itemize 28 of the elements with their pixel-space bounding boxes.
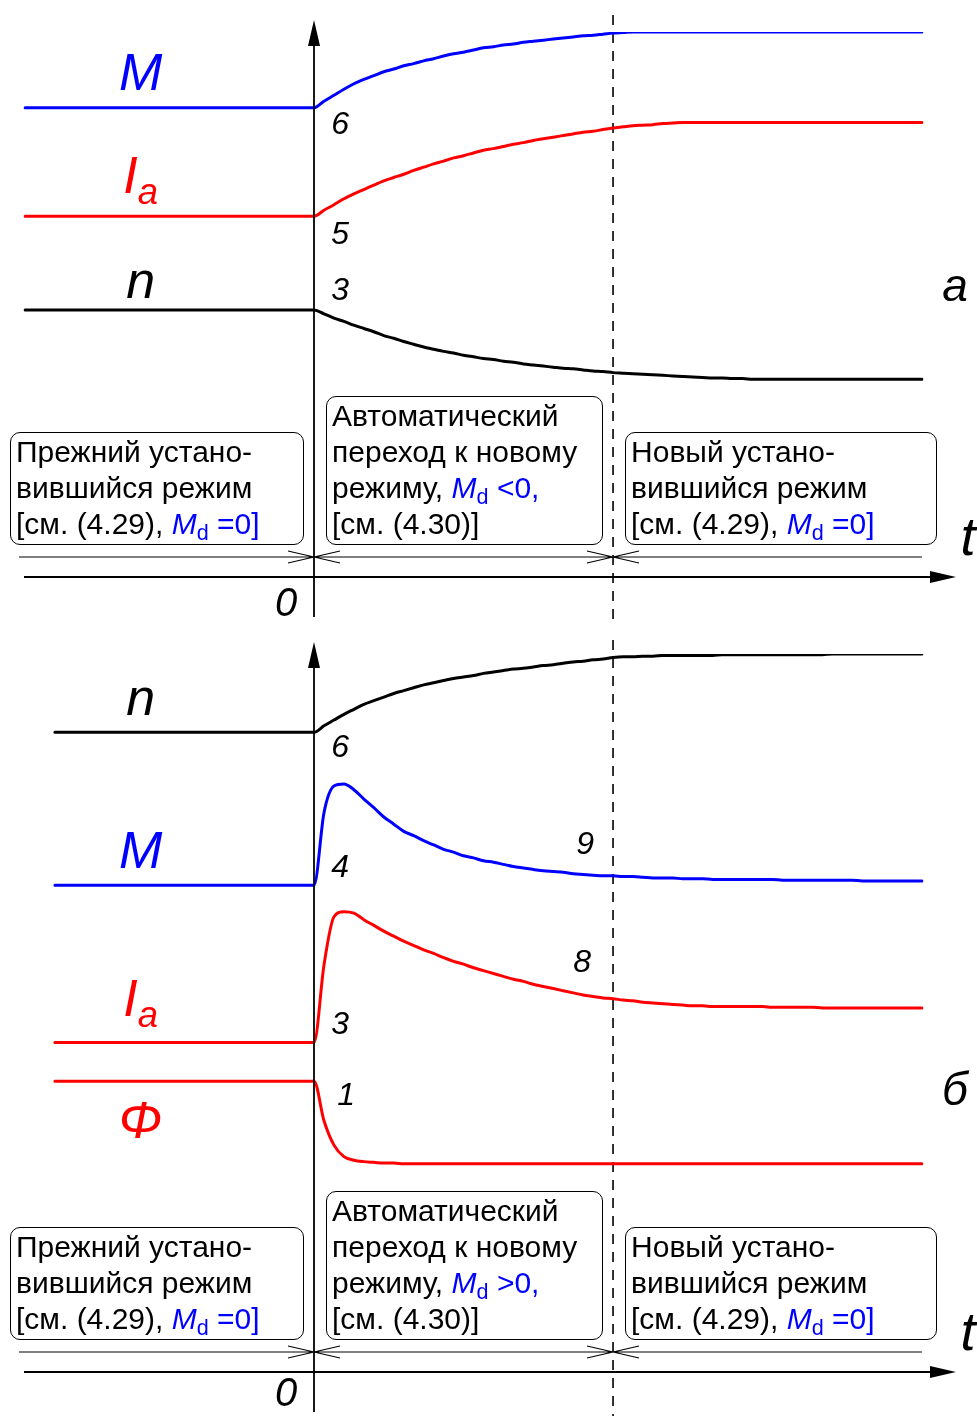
annotation: 5 xyxy=(331,214,350,251)
text: а xyxy=(942,258,968,311)
series-label: I$_{a}$ xyxy=(123,146,158,213)
annotation: Прежний устано- вившийся режим [см. (4.29), M$_{d}$ =0] xyxy=(10,1227,305,1341)
series-label: I$_{a}$ xyxy=(123,969,158,1036)
text: б xyxy=(942,1062,971,1115)
annotation: 1 xyxy=(337,1076,355,1113)
series-label: M xyxy=(118,42,163,101)
annotation: Новый устано- вившийся режим [см. (4.29), M$_{d}$ =0] xyxy=(625,1227,937,1341)
x-axis-title: t xyxy=(960,506,977,567)
annotation: 0 xyxy=(274,1370,298,1415)
text: 0 xyxy=(274,579,298,624)
annotation: Автоматический переход к новому режиму, M$_{d}$ <0, [см. (4.30)] xyxy=(326,396,604,545)
series-label: Φ xyxy=(118,1091,163,1150)
annotation: Автоматический переход к новому режиму, M$_{d}$ >0, [см. (4.30)] xyxy=(326,1191,604,1340)
series-label: M xyxy=(118,821,163,880)
annotation: 9 xyxy=(576,824,595,861)
annotation: 4 xyxy=(331,847,349,884)
x-axis-title: t xyxy=(960,1301,977,1362)
series-label: n xyxy=(126,250,156,309)
annotation: 3 xyxy=(331,270,350,307)
annotation: 8 xyxy=(573,942,592,979)
annotation: 6 xyxy=(331,727,350,764)
annotation: 3 xyxy=(331,1005,350,1042)
annotation: Новый устано- вившийся режим [см. (4.29), M$_{d}$ =0] xyxy=(625,432,937,546)
annotation: Прежний устано- вившийся режим [см. (4.29), M$_{d}$ =0] xyxy=(10,432,305,546)
annotation: 6 xyxy=(331,105,350,142)
series-label: n xyxy=(126,668,156,727)
